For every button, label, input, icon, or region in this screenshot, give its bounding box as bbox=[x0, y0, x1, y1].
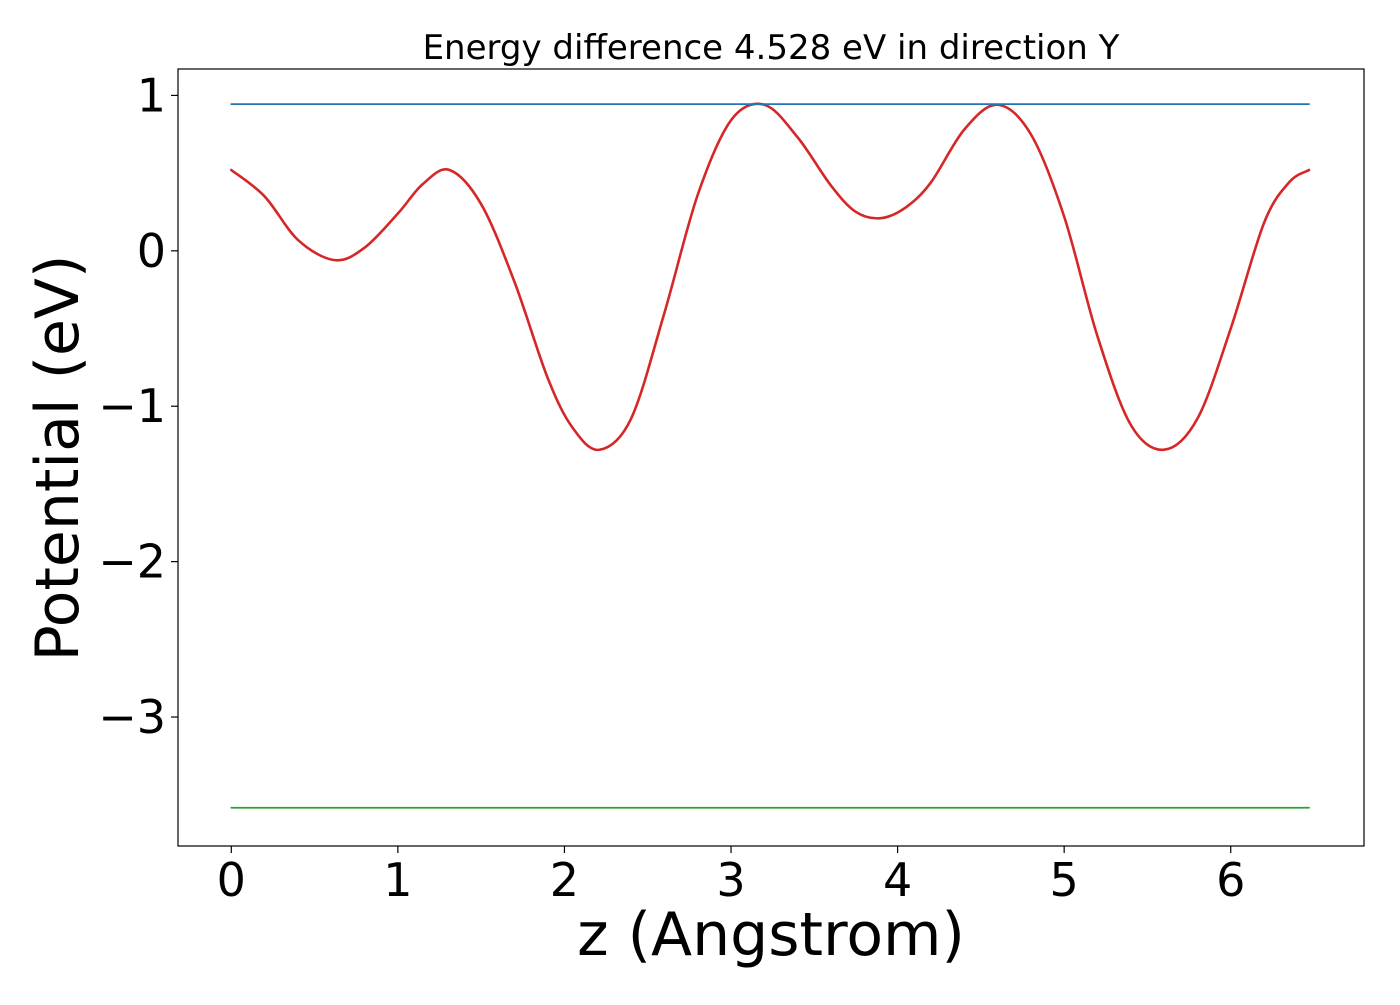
x-tick-label: 4 bbox=[883, 853, 912, 907]
chart-title: Energy difference 4.528 eV in direction … bbox=[423, 28, 1120, 68]
y-tick-label: −1 bbox=[98, 379, 166, 433]
series-line-1 bbox=[230, 102, 1311, 452]
y-tick-label: 1 bbox=[137, 68, 166, 122]
x-tick-label: 5 bbox=[1050, 853, 1079, 907]
x-axis-label: z (Angstrom) bbox=[577, 900, 965, 970]
x-tick-label: 3 bbox=[716, 853, 745, 907]
x-tick-label: 0 bbox=[217, 853, 246, 907]
y-tick-label: 0 bbox=[137, 224, 166, 278]
x-tick-label: 6 bbox=[1216, 853, 1245, 907]
y-tick-label: −3 bbox=[98, 690, 166, 744]
axis-ticks: 0 1 2 3 4 5 6 1 0 −1 −2 −3 bbox=[98, 68, 1245, 907]
plot-frame bbox=[177, 68, 1365, 847]
plot-area bbox=[230, 102, 1311, 809]
x-tick-label: 2 bbox=[550, 853, 579, 907]
y-tick-label: −2 bbox=[98, 535, 166, 589]
x-tick-label: 1 bbox=[383, 853, 412, 907]
y-axis-label: Potential (eV) bbox=[23, 255, 93, 662]
